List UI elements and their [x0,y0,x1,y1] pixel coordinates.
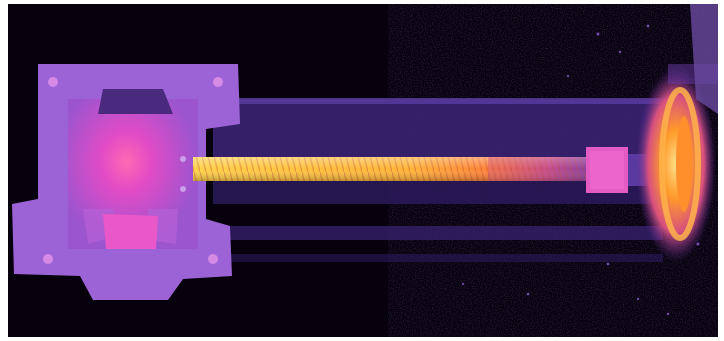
speckles [461,24,700,316]
thermal-scene [8,4,718,337]
motor-mount-plate [12,64,240,300]
end-bearing-flange [636,4,718,262]
lead-screw [193,157,588,181]
thermal-image [8,4,718,337]
